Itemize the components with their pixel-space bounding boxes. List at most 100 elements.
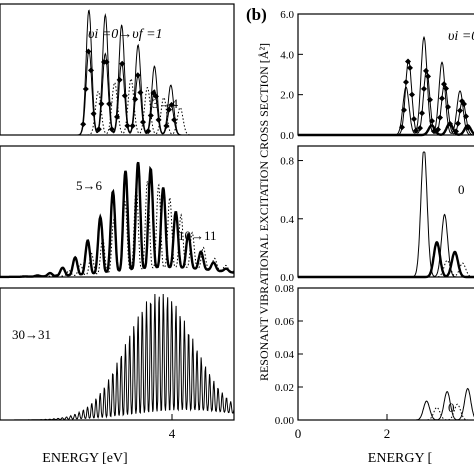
right-top-marker (417, 125, 423, 132)
right-top-annot: υi =0 (448, 29, 474, 44)
left-top-annot-3to4: 3→4 (152, 96, 179, 111)
left-mid-plot: 5→6 10→11 (0, 145, 235, 279)
right-top-ytick-label: 4.0 (280, 49, 294, 61)
left-top-marker (95, 126, 102, 133)
right-mid-annot: 0 (458, 182, 465, 197)
left-top-marker (121, 92, 128, 99)
left-top-marker (153, 93, 159, 100)
left-mid-plot-lines (0, 161, 235, 279)
left-top-marker (119, 60, 126, 67)
right-bottom-yticks: 0.00 0.02 0.04 0.06 0.08 (275, 283, 303, 427)
left-top-series-2 (0, 77, 234, 136)
right-bottom-ytick-label: 0.06 (275, 316, 295, 328)
left-top-plot: υi =0→υf =1 3→4 (0, 3, 235, 136)
right-bottom-ytick-label: 0.08 (275, 283, 295, 295)
right-mid-plot: 0 (297, 145, 474, 279)
left-top-marker (150, 89, 157, 96)
right-mid-yticks: 0.0 0.4 0.8 (280, 156, 303, 284)
right-top-yticks: 0.0 2.0 4.0 6.0 (280, 9, 303, 142)
right-top-marker (419, 110, 425, 117)
panel-b-label: (b) (246, 5, 267, 24)
left-xtick-label: 4 (169, 426, 176, 441)
left-top-marker (166, 106, 172, 113)
left-mid-annot-10to11: 10→11 (178, 228, 217, 243)
left-top-annot-main: υi =0→υf =1 (88, 27, 163, 42)
right-xlabel: ENERGY [ (368, 451, 433, 466)
right-top-marker (455, 120, 461, 127)
right-bottom-ytick-label: 0.00 (275, 415, 295, 427)
right-top-marker (445, 104, 451, 111)
right-bottom-series-0 (298, 387, 474, 421)
right-top-marker (401, 106, 407, 113)
right-top-marker (423, 67, 429, 74)
right-top-marker (427, 96, 433, 103)
right-top-marker (443, 85, 449, 92)
left-top-marker (129, 122, 136, 129)
right-top-marker (457, 107, 463, 114)
left-top-marker (106, 100, 113, 107)
left-bottom-plot: 30→31 (0, 287, 235, 421)
right-top-marker (425, 73, 431, 80)
left-top-marker (90, 110, 97, 117)
right-mid-plot-lines (298, 151, 474, 279)
left-top-marker (155, 116, 162, 123)
left-xlabel: ENERGY [eV] (42, 451, 127, 466)
left-top-marker (137, 89, 144, 96)
right-mid-ytick-label: 0.4 (280, 214, 294, 226)
left-mid-annot-5to6: 5→6 (76, 178, 103, 193)
left-top-marker (80, 121, 87, 128)
left-top-marker (163, 122, 170, 129)
left-top-marker (98, 100, 105, 107)
left-top-marker (145, 128, 152, 135)
left-top-marker (85, 48, 92, 55)
left-top-marker (124, 122, 131, 129)
left-bottom-plot-lines (0, 293, 235, 421)
right-top-marker (461, 100, 467, 107)
left-top-marker (82, 86, 89, 93)
right-bottom-plot-lines (298, 387, 474, 421)
right-xtick-label-1: 2 (384, 426, 391, 441)
right-top-marker (413, 127, 419, 134)
left-bottom-series-0 (0, 293, 235, 421)
left-top-plot-lines (0, 9, 234, 136)
right-top-ytick-label: 2.0 (280, 90, 294, 102)
right-top-marker (403, 79, 409, 86)
left-top-marker (103, 58, 110, 65)
right-top-marker (463, 113, 469, 120)
right-mid-series-0 (298, 151, 474, 278)
right-top-series-2 (298, 122, 474, 137)
left-top-marker (88, 67, 94, 74)
left-mid-series-1 (0, 179, 235, 278)
left-top-marker (168, 101, 175, 108)
left-bottom-annot-30to31: 30→31 (12, 327, 51, 342)
right-top-marker (405, 58, 411, 65)
right-mid-ytick-label: 0.0 (280, 272, 294, 284)
left-mid-series-0 (0, 161, 235, 279)
right-bottom-ytick-label: 0.02 (275, 382, 294, 394)
right-bottom-annot: 0 (448, 400, 455, 415)
right-top-plot-lines (298, 35, 474, 137)
right-top-marker (407, 64, 413, 71)
right-top-marker (439, 95, 445, 102)
right-mid-ytick-label: 0.8 (280, 156, 294, 168)
right-top-marker (421, 85, 427, 92)
right-top-marker (411, 115, 417, 122)
right-ylabel: RESONANT VIBRATIONAL EXCITATION CROSS SE… (257, 43, 271, 381)
right-bottom-ytick-label: 0.04 (275, 349, 295, 361)
right-top-ytick-label: 0.0 (280, 130, 294, 142)
right-top-ytick-label: 6.0 (280, 9, 294, 21)
left-top-marker (134, 72, 141, 79)
right-top-plot: υi =0 (297, 13, 474, 137)
left-top-marker (108, 126, 115, 133)
right-xtick-label-0: 0 (295, 426, 302, 441)
right-bottom-plot: 0 (297, 287, 474, 421)
left-top-marker (171, 116, 178, 123)
right-mid-series-1 (298, 240, 474, 279)
right-top-marker (441, 81, 447, 88)
right-top-marker (429, 118, 435, 125)
right-top-marker (437, 114, 443, 121)
left-top-marker (116, 76, 123, 83)
right-top-series-0 (298, 35, 474, 136)
right-top-marker (409, 91, 415, 98)
